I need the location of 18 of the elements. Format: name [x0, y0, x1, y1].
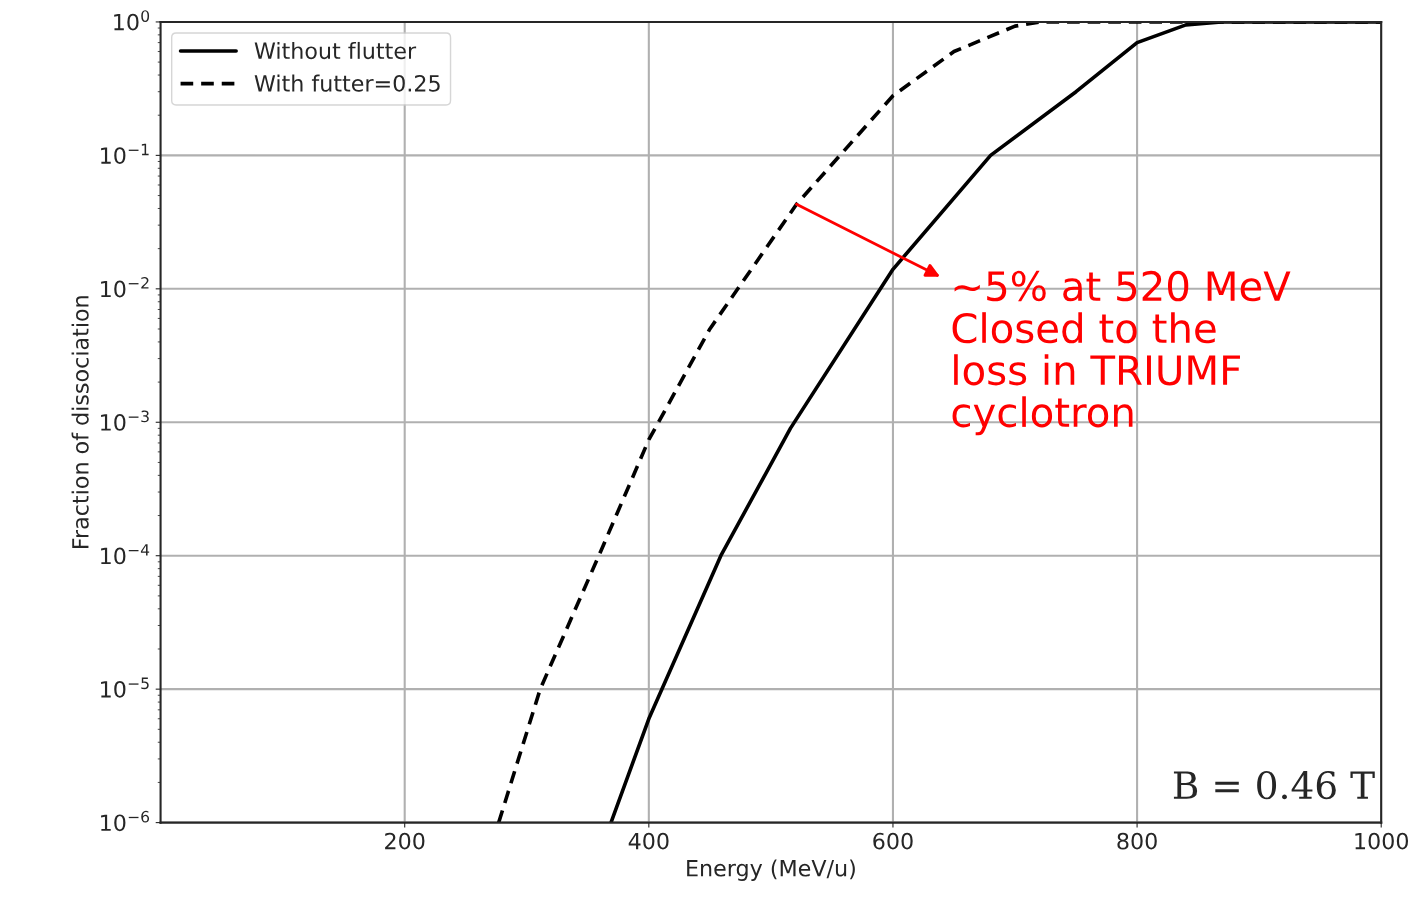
y-tick-label: 10$^{−1}$: [101, 143, 149, 164]
legend-label: With futter=0.25: [254, 74, 440, 92]
x-tick-label: 400: [628, 832, 669, 850]
y-tick-label: 10$^{−2}$: [101, 277, 149, 298]
x-axis-title: Energy (MeV/u): [687, 859, 855, 881]
x-tick-label: 200: [385, 832, 425, 850]
y-tick-label: 10$^{−4}$: [101, 544, 150, 565]
annotation: B = 0.46 T: [1173, 770, 1375, 800]
y-tick-label: 10$^{0}$: [114, 10, 150, 31]
y-tick-label: 10$^{−6}$: [101, 810, 150, 832]
y-tick-label: 10$^{−5}$: [101, 677, 149, 698]
x-tick-label: 800: [1117, 832, 1157, 850]
x-tick-label: 1000: [1355, 832, 1409, 850]
y-tick-label: 10$^{−3}$: [101, 410, 149, 431]
x-tick-label: 600: [873, 832, 913, 850]
legend-label: Without flutter: [254, 41, 417, 60]
y-axis-title: Fraction of dissociation: [71, 296, 89, 549]
annotation: ~5% at 520 MeV Closed to the loss in TRIUMF cyclotron: [952, 270, 1291, 436]
